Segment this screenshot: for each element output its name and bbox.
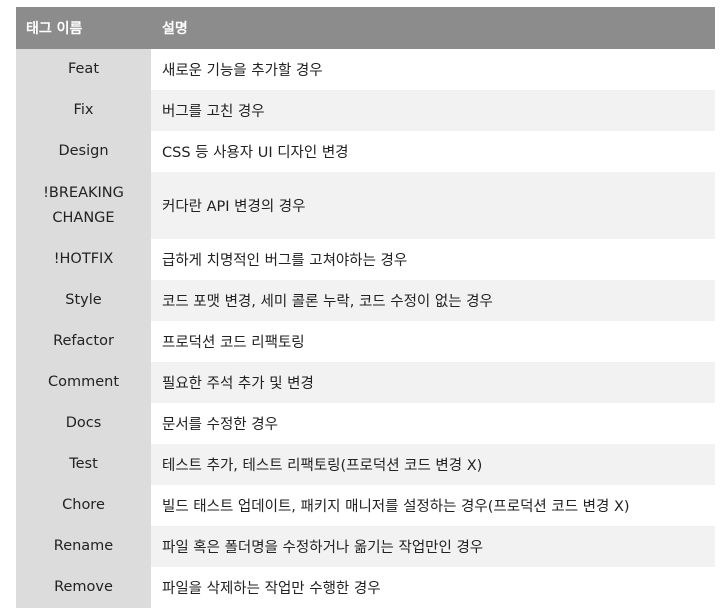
header-tag-name: 태그 이름 bbox=[16, 7, 151, 49]
description-cell: 급하게 치명적인 버그를 고쳐야하는 경우 bbox=[151, 239, 715, 280]
description-cell: 테스트 추가, 테스트 리팩토링(프로덕션 코드 변경 X) bbox=[151, 444, 715, 485]
table-row: Style 코드 포맷 변경, 세미 콜론 누락, 코드 수정이 없는 경우 bbox=[16, 280, 715, 321]
table-row: Refactor 프로덕션 코드 리팩토링 bbox=[16, 321, 715, 362]
header-description: 설명 bbox=[151, 7, 715, 49]
table-row: Comment 필요한 주석 추가 및 변경 bbox=[16, 362, 715, 403]
tag-cell: Remove bbox=[16, 567, 151, 608]
table-row: Design CSS 등 사용자 UI 디자인 변경 bbox=[16, 131, 715, 172]
description-cell: 파일을 삭제하는 작업만 수행한 경우 bbox=[151, 567, 715, 608]
commit-tag-table: 태그 이름 설명 Feat 새로운 기능을 추가할 경우 Fix 버그를 고친 … bbox=[16, 7, 715, 608]
tag-cell: !HOTFIX bbox=[16, 239, 151, 280]
description-cell: 필요한 주석 추가 및 변경 bbox=[151, 362, 715, 403]
description-cell: 파일 혹은 폴더명을 수정하거나 옮기는 작업만인 경우 bbox=[151, 526, 715, 567]
table-row: !BREAKING CHANGE 커다란 API 변경의 경우 bbox=[16, 172, 715, 239]
tag-cell: Refactor bbox=[16, 321, 151, 362]
description-cell: 새로운 기능을 추가할 경우 bbox=[151, 49, 715, 90]
description-cell: 프로덕션 코드 리팩토링 bbox=[151, 321, 715, 362]
tag-cell: Comment bbox=[16, 362, 151, 403]
header-row: 태그 이름 설명 bbox=[16, 7, 715, 49]
tag-cell: Docs bbox=[16, 403, 151, 444]
description-cell: 빌드 태스트 업데이트, 패키지 매니저를 설정하는 경우(프로덕션 코드 변경… bbox=[151, 485, 715, 526]
tag-cell: !BREAKING CHANGE bbox=[16, 172, 151, 239]
commit-tag-table-container: 태그 이름 설명 Feat 새로운 기능을 추가할 경우 Fix 버그를 고친 … bbox=[16, 7, 715, 608]
table-row: Test 테스트 추가, 테스트 리팩토링(프로덕션 코드 변경 X) bbox=[16, 444, 715, 485]
table-header: 태그 이름 설명 bbox=[16, 7, 715, 49]
table-row: Rename 파일 혹은 폴더명을 수정하거나 옮기는 작업만인 경우 bbox=[16, 526, 715, 567]
table-row: Docs 문서를 수정한 경우 bbox=[16, 403, 715, 444]
tag-cell: Fix bbox=[16, 90, 151, 131]
table-row: Feat 새로운 기능을 추가할 경우 bbox=[16, 49, 715, 90]
tag-cell: Test bbox=[16, 444, 151, 485]
description-cell: CSS 등 사용자 UI 디자인 변경 bbox=[151, 131, 715, 172]
table-row: Remove 파일을 삭제하는 작업만 수행한 경우 bbox=[16, 567, 715, 608]
table-row: Fix 버그를 고친 경우 bbox=[16, 90, 715, 131]
description-cell: 버그를 고친 경우 bbox=[151, 90, 715, 131]
description-cell: 문서를 수정한 경우 bbox=[151, 403, 715, 444]
tag-cell: Chore bbox=[16, 485, 151, 526]
tag-cell: Style bbox=[16, 280, 151, 321]
description-cell: 코드 포맷 변경, 세미 콜론 누락, 코드 수정이 없는 경우 bbox=[151, 280, 715, 321]
table-body: Feat 새로운 기능을 추가할 경우 Fix 버그를 고친 경우 Design… bbox=[16, 49, 715, 608]
table-row: !HOTFIX 급하게 치명적인 버그를 고쳐야하는 경우 bbox=[16, 239, 715, 280]
description-cell: 커다란 API 변경의 경우 bbox=[151, 172, 715, 239]
tag-cell: Rename bbox=[16, 526, 151, 567]
tag-cell: Design bbox=[16, 131, 151, 172]
table-row: Chore 빌드 태스트 업데이트, 패키지 매니저를 설정하는 경우(프로덕션… bbox=[16, 485, 715, 526]
tag-cell: Feat bbox=[16, 49, 151, 90]
